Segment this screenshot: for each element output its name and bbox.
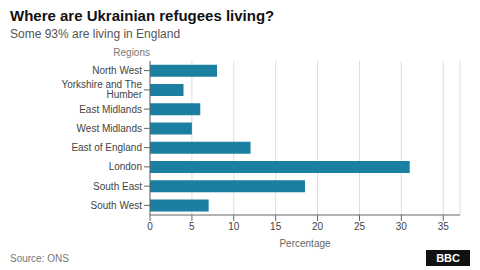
svg-text:20: 20 <box>312 221 324 232</box>
svg-text:35: 35 <box>438 221 450 232</box>
svg-text:10: 10 <box>228 221 240 232</box>
svg-text:Percentage: Percentage <box>279 238 331 249</box>
svg-text:25: 25 <box>354 221 366 232</box>
svg-text:0: 0 <box>147 221 153 232</box>
svg-text:5: 5 <box>189 221 195 232</box>
html-text:BBC: BBC <box>436 252 460 264</box>
svg-text:Yorkshire and TheHumber: Yorkshire and TheHumber <box>61 79 142 100</box>
svg-text:15: 15 <box>270 221 282 232</box>
html-text:Where are Ukrainian refugees l: Where are Ukrainian refugees living? <box>10 7 275 24</box>
svg-text:South East: South East <box>93 181 142 192</box>
html-text:Some 93% are living in England: Some 93% are living in England <box>10 27 181 41</box>
svg-text:South West: South West <box>90 200 142 211</box>
html-text:Source: ONS: Source: ONS <box>10 252 69 264</box>
svg-text:North West: North West <box>92 65 142 76</box>
svg-text:West Midlands: West Midlands <box>77 123 142 134</box>
svg-text:30: 30 <box>396 221 408 232</box>
html-text:Regions: Regions <box>113 47 150 58</box>
svg-text:London: London <box>109 161 142 172</box>
svg-text:East Midlands: East Midlands <box>79 104 142 115</box>
svg-text:East of England: East of England <box>71 142 142 153</box>
